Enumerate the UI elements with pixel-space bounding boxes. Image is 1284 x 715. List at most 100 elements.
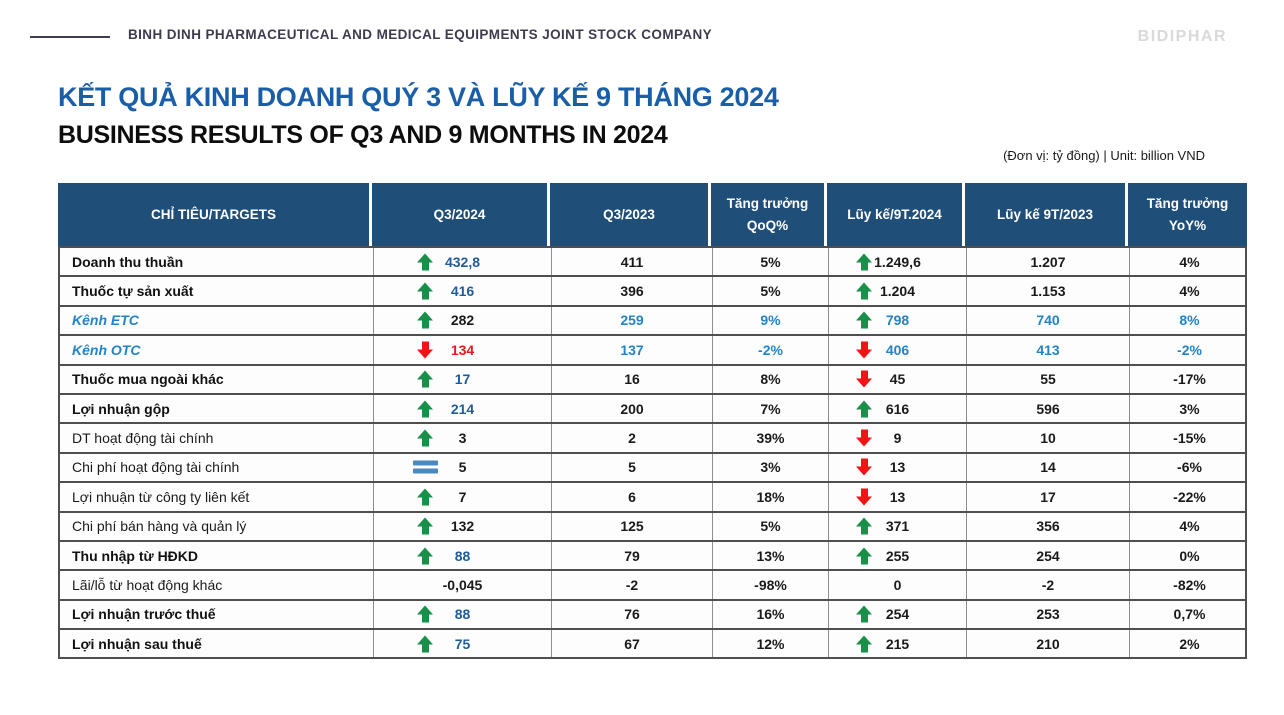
column-header: Lũy kế 9T/2023 [965,183,1128,246]
cell-value: 13% [756,547,785,564]
cell-value: 4% [1179,518,1200,535]
table-row: Lợi nhuận trước thuế 88 76 16% 254 253 0,7% [60,598,1245,629]
value-cell: 596 [967,394,1130,423]
cell-value: 9 [893,430,902,447]
value-cell: 616 [829,394,967,423]
bidiphar-logo: BIDIPHAR [1137,28,1227,45]
value-cell: 0 [829,571,967,599]
table-row: Kênh OTC 134 137 -2% 406 413 -2% [60,334,1245,364]
value-cell: 1.249,6 [829,248,967,276]
value-cell: 8% [1130,307,1249,334]
value-cell: 5 [374,453,552,482]
row-label: Chi phí bán hàng và quản lý [72,518,247,535]
row-label-cell: Lợi nhuận sau thuế [60,630,374,658]
up-arrow-icon [851,253,877,271]
cell-value: 6 [628,488,636,505]
column-header: Tăng trưởng YoY% [1128,183,1247,246]
column-header: Q3/2024 [372,183,550,246]
value-cell: 432,8 [374,248,552,276]
cell-value: 200 [620,400,644,417]
value-cell: 5% [713,277,829,305]
cell-value: -15% [1173,430,1206,447]
value-cell: 75 [374,630,552,658]
value-cell: 3 [374,424,552,452]
table-header-row: CHỈ TIÊU/TARGETS Q3/2024 Q3/2023 Tăng trưởn… [58,183,1247,246]
value-cell: 282 [374,306,552,335]
value-cell: 39% [713,424,829,452]
cell-value: 17 [454,371,471,388]
cell-value: 254 [1036,547,1060,564]
cell-value: 255 [885,547,910,564]
cell-value: 5% [760,518,781,535]
up-arrow-icon [412,605,438,623]
cell-value: 2% [1179,635,1200,652]
value-cell: -0,045 [374,571,552,599]
value-cell: 215 [829,630,967,658]
column-header: Q3/2023 [550,183,711,246]
value-cell: -22% [1130,483,1249,510]
value-cell: 798 [829,306,967,335]
value-cell: 740 [967,306,1130,335]
cell-value: 13 [889,459,906,476]
row-label-cell: Kênh OTC [60,336,374,364]
row-label-cell: Chi phí hoạt động tài chính [60,453,374,482]
cell-value: 798 [885,312,910,329]
value-cell: -82% [1130,571,1249,598]
cell-value: 55 [1040,371,1056,388]
value-cell: 210 [967,630,1130,658]
cell-value: 0% [1179,547,1200,564]
value-cell: -15% [1130,424,1249,451]
table-row: Thuốc mua ngoài khác 17 16 8% 45 55 -17% [60,363,1245,393]
cell-value: 18% [756,488,785,505]
cell-value: 0,7% [1173,606,1206,623]
row-label-cell: Lãi/lỗ từ hoạt động khác [60,571,374,599]
down-arrow-icon [851,488,877,506]
up-arrow-icon [412,311,438,329]
value-cell: 254 [967,541,1130,570]
value-cell: 18% [713,483,829,511]
cell-value: 88 [454,606,471,623]
up-arrow-icon [412,517,438,535]
row-label-cell: Thuốc mua ngoài khác [60,365,374,393]
cell-value: 411 [620,253,644,270]
cell-value: 13 [889,488,906,505]
value-cell: -2% [713,336,829,364]
value-cell: 16 [552,365,713,393]
cell-value: 215 [885,635,910,652]
up-arrow-icon [412,547,438,565]
value-cell: 13 [829,453,967,482]
cell-value: 4% [1179,253,1200,270]
table-row: Lợi nhuận sau thuế 75 67 12% 215 210 2% [60,628,1245,658]
cell-value: 5% [760,253,781,270]
value-cell: 134 [374,336,552,364]
cell-value: 616 [885,400,910,417]
value-cell: 259 [552,306,713,335]
value-cell: 253 [967,600,1130,629]
page-title-english: BUSINESS RESULTS OF Q3 AND 9 MONTHS IN 2… [58,121,668,149]
value-cell: 88 [374,541,552,570]
equal-icon [412,460,438,474]
value-cell: 67 [552,630,713,658]
up-arrow-icon [851,605,877,623]
value-cell: 17 [374,365,552,393]
table-body: Doanh thu thuần 432,8 411 5% 1.249,6 1.207 4% T… [58,246,1249,660]
cell-value: 4% [1179,283,1200,300]
up-arrow-icon [851,311,877,329]
value-cell: 200 [552,394,713,423]
value-cell: 2% [1130,630,1249,657]
row-label-cell: Lợi nhuận gộp [60,394,374,423]
cell-value: 8% [760,371,781,388]
row-label: Kênh ETC [72,312,139,329]
value-cell: 7% [713,394,829,423]
value-cell: 1.153 [967,277,1130,305]
cell-value: -98% [754,576,787,593]
cell-value: -82% [1173,576,1206,593]
cell-value: 16 [624,371,640,388]
value-cell: -17% [1130,366,1249,393]
cell-value: 3 [458,430,467,447]
company-name: BINH DINH PHARMACEUTICAL AND MEDICAL EQU… [128,27,713,42]
cell-value: 282 [450,312,475,329]
cell-value: 125 [620,518,644,535]
value-cell: 413 [967,336,1130,364]
row-label: Lợi nhuận từ công ty liên kết [72,488,250,505]
